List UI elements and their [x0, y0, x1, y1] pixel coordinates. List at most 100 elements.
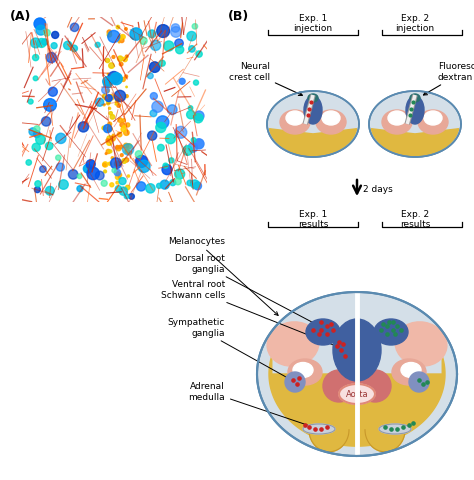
Circle shape: [119, 188, 128, 196]
Circle shape: [124, 194, 129, 199]
Circle shape: [106, 150, 110, 154]
Circle shape: [115, 101, 118, 104]
Circle shape: [34, 127, 40, 133]
Circle shape: [151, 41, 161, 51]
Circle shape: [103, 164, 106, 167]
Circle shape: [189, 47, 195, 53]
Circle shape: [116, 172, 119, 176]
Circle shape: [46, 187, 54, 196]
Circle shape: [194, 140, 204, 150]
Circle shape: [56, 164, 64, 172]
Circle shape: [118, 36, 123, 41]
Ellipse shape: [388, 112, 406, 126]
Circle shape: [59, 180, 68, 190]
Ellipse shape: [293, 363, 313, 378]
Circle shape: [137, 182, 146, 192]
Circle shape: [77, 186, 83, 192]
Circle shape: [83, 165, 92, 174]
Circle shape: [125, 150, 129, 154]
Circle shape: [118, 42, 120, 44]
Circle shape: [109, 82, 113, 85]
Ellipse shape: [374, 319, 408, 345]
Circle shape: [68, 170, 78, 180]
Circle shape: [35, 181, 41, 188]
Circle shape: [116, 147, 121, 152]
Circle shape: [114, 170, 120, 177]
Circle shape: [116, 100, 119, 102]
Circle shape: [175, 40, 183, 48]
Circle shape: [37, 39, 46, 48]
Text: (B): (B): [228, 10, 249, 23]
Circle shape: [103, 77, 112, 87]
Circle shape: [125, 29, 127, 31]
Circle shape: [105, 154, 107, 155]
Circle shape: [116, 26, 119, 30]
Circle shape: [103, 125, 112, 133]
Circle shape: [109, 112, 112, 116]
Circle shape: [171, 25, 180, 33]
Circle shape: [125, 96, 128, 98]
Circle shape: [187, 111, 195, 120]
Ellipse shape: [280, 111, 310, 135]
Circle shape: [150, 111, 157, 118]
Circle shape: [36, 135, 45, 145]
Circle shape: [285, 372, 305, 392]
Ellipse shape: [322, 112, 340, 126]
Circle shape: [123, 126, 125, 129]
Polygon shape: [365, 430, 405, 452]
Polygon shape: [269, 130, 356, 156]
Circle shape: [87, 168, 100, 180]
Circle shape: [33, 77, 38, 82]
Circle shape: [187, 181, 192, 186]
Circle shape: [118, 37, 120, 39]
Ellipse shape: [395, 322, 447, 366]
Circle shape: [129, 194, 134, 200]
Circle shape: [44, 30, 50, 37]
Circle shape: [33, 55, 39, 61]
Circle shape: [187, 32, 196, 42]
Circle shape: [112, 169, 116, 173]
Circle shape: [103, 80, 112, 89]
Circle shape: [107, 103, 110, 106]
Circle shape: [120, 155, 123, 157]
Circle shape: [48, 88, 57, 97]
Circle shape: [147, 74, 153, 80]
Circle shape: [169, 158, 174, 164]
Circle shape: [107, 127, 112, 132]
Circle shape: [107, 141, 112, 146]
Circle shape: [191, 138, 196, 143]
Ellipse shape: [306, 319, 340, 345]
Circle shape: [96, 99, 104, 107]
Circle shape: [120, 123, 125, 128]
Ellipse shape: [410, 95, 420, 103]
Circle shape: [107, 100, 110, 104]
Circle shape: [136, 156, 147, 168]
Circle shape: [156, 123, 166, 133]
Circle shape: [34, 19, 46, 31]
Circle shape: [150, 94, 157, 100]
Circle shape: [146, 184, 155, 193]
Text: Adrenal
medulla: Adrenal medulla: [188, 382, 315, 429]
Circle shape: [152, 102, 163, 113]
Circle shape: [149, 63, 160, 73]
Ellipse shape: [286, 112, 304, 126]
Circle shape: [123, 58, 127, 62]
Circle shape: [46, 143, 53, 150]
Ellipse shape: [392, 359, 426, 385]
Circle shape: [26, 160, 31, 166]
Ellipse shape: [424, 112, 442, 126]
Ellipse shape: [418, 111, 448, 135]
Circle shape: [29, 129, 36, 136]
Circle shape: [359, 370, 391, 402]
Circle shape: [127, 144, 132, 149]
Circle shape: [160, 181, 169, 190]
Circle shape: [126, 186, 130, 190]
Circle shape: [118, 119, 122, 123]
Circle shape: [114, 91, 126, 103]
Circle shape: [34, 132, 40, 138]
Ellipse shape: [379, 424, 411, 434]
Circle shape: [112, 135, 114, 137]
Circle shape: [138, 161, 150, 173]
Circle shape: [175, 47, 184, 55]
Circle shape: [110, 158, 121, 169]
